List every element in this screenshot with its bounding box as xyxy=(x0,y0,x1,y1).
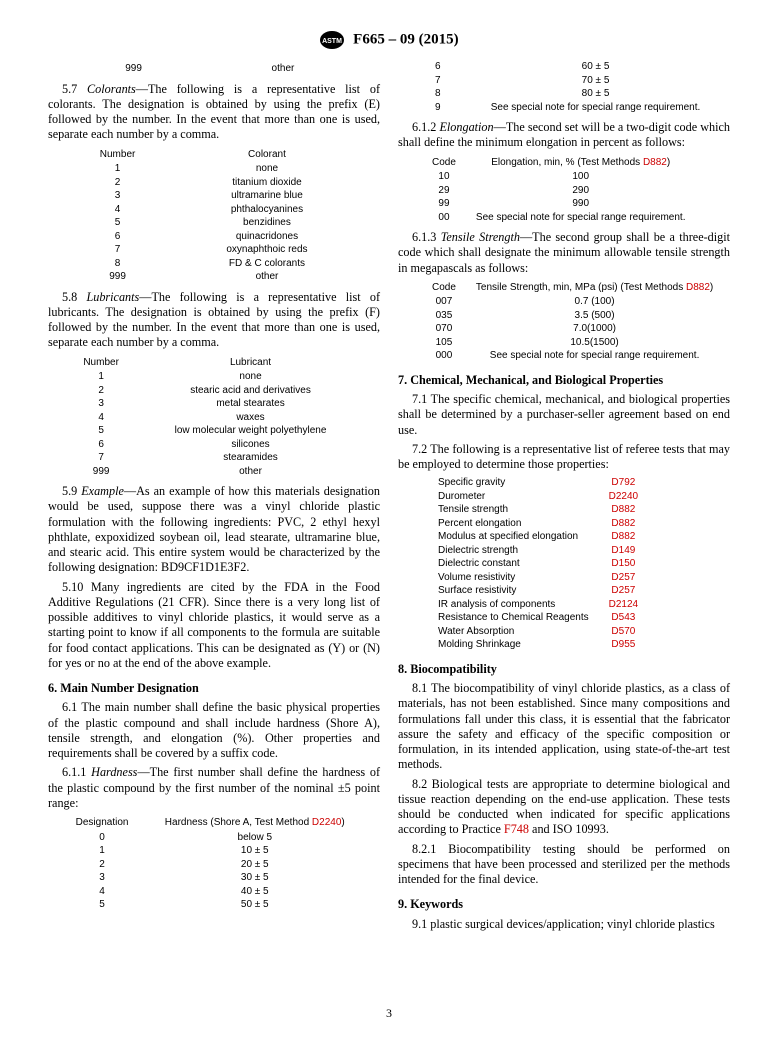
table-top: 999other xyxy=(65,62,364,76)
p-5-8: 5.8 Lubricants—The following is a repres… xyxy=(48,290,380,351)
standard-id: F665 – 09 (2015) xyxy=(353,31,458,47)
ref-link[interactable]: D257 xyxy=(599,571,648,585)
p-6-1-1: 6.1.1 Hardness—The first number shall de… xyxy=(48,765,380,811)
table-lubricants: NumberLubricant 1none 2stearic acid and … xyxy=(65,355,364,479)
ref-link[interactable]: D257 xyxy=(599,584,648,598)
table-colorants: NumberColorant 1none 2titanium dioxide 3… xyxy=(65,147,364,284)
ref-link[interactable]: D570 xyxy=(599,625,648,639)
ref-link[interactable]: D955 xyxy=(599,638,648,652)
ref-link[interactable]: D543 xyxy=(599,611,648,625)
p-5-7: 5.7 Colorants—The following is a represe… xyxy=(48,82,380,143)
ref-link[interactable]: D150 xyxy=(599,557,648,571)
section-8: 8. Biocompatibility xyxy=(398,662,730,677)
svg-text:ASTM: ASTM xyxy=(323,38,343,45)
body-columns: 999other 5.7 Colorants—The following is … xyxy=(48,60,730,932)
p-5-10: 5.10 Many ingredients are cited by the F… xyxy=(48,580,380,672)
section-6: 6. Main Number Designation xyxy=(48,681,380,696)
ref-link[interactable]: D149 xyxy=(599,544,648,558)
p-5-9: 5.9 Example—As an example of how this ma… xyxy=(48,484,380,576)
header: ASTM F665 – 09 (2015) xyxy=(48,30,730,50)
section-7: 7. Chemical, Mechanical, and Biological … xyxy=(398,373,730,388)
link-d2240[interactable]: D2240 xyxy=(312,817,341,828)
page-number: 3 xyxy=(0,1006,778,1021)
ref-link[interactable]: D882 xyxy=(599,530,648,544)
link-f748[interactable]: F748 xyxy=(504,822,529,836)
table-hardness-b: 660 ± 5 770 ± 5 880 ± 5 9See special not… xyxy=(406,60,721,114)
ref-link[interactable]: D792 xyxy=(599,476,648,490)
p-8-1: 8.1 The biocompatibility of vinyl chlori… xyxy=(398,681,730,773)
table-tensile: CodeTensile Strength, min, MPa (psi) (Te… xyxy=(422,280,723,363)
ref-link[interactable]: D882 xyxy=(599,503,648,517)
astm-logo-icon: ASTM xyxy=(319,30,345,50)
ref-link[interactable]: D2240 xyxy=(599,490,648,504)
p-7-2: 7.2 The following is a representative li… xyxy=(398,442,730,473)
p-8-2-1: 8.2.1 Biocompatibility testing should be… xyxy=(398,842,730,888)
p-6-1-3: 6.1.3 Tensile Strength—The second group … xyxy=(398,230,730,276)
table-referee: Specific gravityD792 DurometerD2240 Tens… xyxy=(428,476,648,652)
section-9: 9. Keywords xyxy=(398,897,730,912)
p-9-1: 9.1 plastic surgical devices/application… xyxy=(398,917,730,932)
ref-link[interactable]: D882 xyxy=(599,517,648,531)
table-hardness-a: DesignationHardness (Shore A, Test Metho… xyxy=(61,815,366,912)
link-d882-2[interactable]: D882 xyxy=(686,282,710,293)
p-7-1: 7.1 The specific chemical, mechanical, a… xyxy=(398,392,730,438)
table-elongation: CodeElongation, min, % (Test Methods D88… xyxy=(422,155,695,225)
p-8-2: 8.2 Biological tests are appropriate to … xyxy=(398,777,730,838)
link-d882[interactable]: D882 xyxy=(643,157,667,168)
p-6-1: 6.1 The main number shall define the bas… xyxy=(48,700,380,761)
ref-link[interactable]: D2124 xyxy=(599,598,648,612)
p-6-1-2: 6.1.2 Elongation—The second set will be … xyxy=(398,120,730,151)
